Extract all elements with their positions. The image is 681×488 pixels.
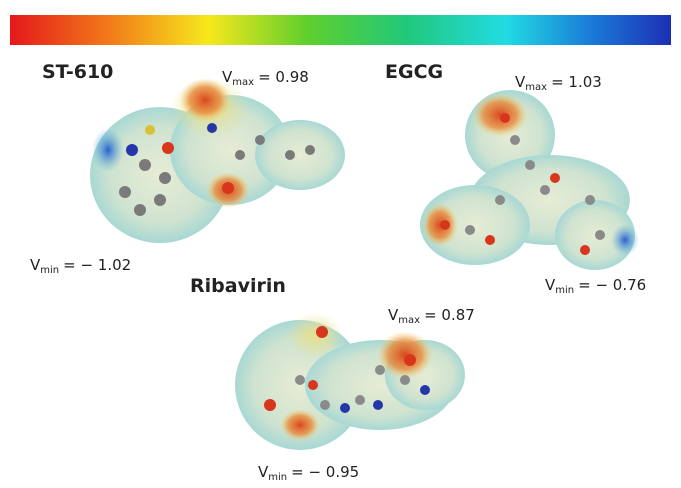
vmax-label: Vmax= 1.03 xyxy=(515,73,602,93)
color-scale xyxy=(10,15,671,45)
molecule-name: Ribavirin xyxy=(190,275,286,297)
value: = 0.98 xyxy=(258,68,309,86)
vmin-label: Vmin= − 0.95 xyxy=(258,463,359,483)
value: = − 0.95 xyxy=(291,463,359,481)
subscript: max xyxy=(398,315,420,326)
egcg-surface xyxy=(420,90,639,270)
subscript: min xyxy=(40,265,59,276)
vmax-label: Vmax= 0.98 xyxy=(222,68,309,88)
vmin-label: Vmin= − 1.02 xyxy=(30,256,131,276)
subscript: max xyxy=(232,77,254,88)
value: = 1.03 xyxy=(551,73,602,91)
molecule-name: ST-610 xyxy=(42,61,113,83)
subscript: min xyxy=(268,472,287,483)
figure: ST-610 Vmax= 0.98 Vmin= − 1.02 EGCG Vmax… xyxy=(0,0,681,488)
vmin-label: Vmin= − 0.76 xyxy=(545,276,646,296)
molecule-name: EGCG xyxy=(385,61,443,83)
value: = − 0.76 xyxy=(578,276,646,294)
value: = − 1.02 xyxy=(63,256,131,274)
st610-surface xyxy=(90,78,345,243)
ribavirin-surface xyxy=(235,313,465,450)
vmax-label: Vmax= 0.87 xyxy=(388,306,475,326)
subscript: max xyxy=(525,82,547,93)
subscript: min xyxy=(555,285,574,296)
value: = 0.87 xyxy=(424,306,475,324)
